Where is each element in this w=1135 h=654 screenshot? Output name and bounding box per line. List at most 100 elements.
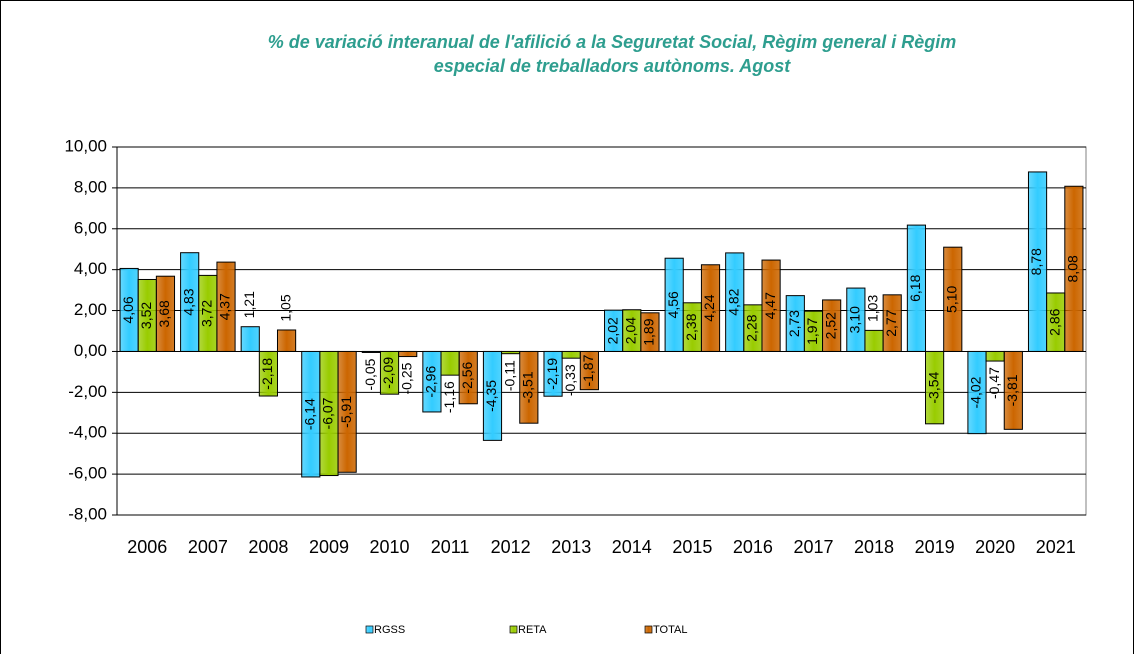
- value-label: 2,86: [1046, 308, 1062, 335]
- x-tick-label: 2015: [672, 537, 712, 557]
- bar: [1027, 171, 1048, 352]
- bar: [700, 264, 721, 352]
- value-label: 4,47: [762, 292, 778, 319]
- x-tick-label: 2012: [491, 537, 531, 557]
- y-tick-label: 2,00: [74, 300, 107, 319]
- legend-label: RETA: [518, 624, 547, 636]
- x-tick-label: 2008: [248, 537, 288, 557]
- bar: [761, 259, 781, 352]
- bar: [925, 350, 945, 425]
- legend-label: RGSS: [374, 624, 405, 636]
- bar: [440, 350, 460, 376]
- y-tick-label: 8,00: [74, 177, 107, 196]
- x-tick-label: 2009: [309, 537, 349, 557]
- value-label: 1,97: [804, 317, 820, 344]
- bar: [361, 350, 381, 353]
- value-label: -2,56: [459, 361, 475, 393]
- value-label: 6,18: [907, 274, 923, 301]
- bar: [640, 312, 660, 352]
- bar: [519, 350, 539, 424]
- bar: [398, 350, 418, 358]
- value-label: 2,77: [883, 309, 899, 336]
- bar: [967, 350, 987, 435]
- value-label: -2,96: [423, 366, 439, 398]
- value-label: -3,51: [520, 371, 536, 403]
- value-label: 3,72: [199, 300, 215, 327]
- x-tick-label: 2006: [127, 537, 167, 557]
- bar: [822, 299, 842, 352]
- value-label: -0,47: [986, 367, 1002, 399]
- chart-title: especial de treballadors autònoms. Agost: [434, 56, 791, 76]
- x-tick-label: 2007: [188, 537, 228, 557]
- y-tick-label: 6,00: [74, 218, 107, 237]
- bar: [846, 287, 866, 352]
- value-label: 3,68: [156, 300, 172, 327]
- value-label: -3,54: [925, 371, 941, 403]
- value-label: 4,56: [665, 291, 681, 318]
- bar: [155, 275, 176, 352]
- x-tick-label: 2018: [854, 537, 894, 557]
- bar: [422, 350, 442, 413]
- bar: [561, 350, 581, 359]
- legend-swatch: [509, 625, 518, 634]
- value-label: 1,89: [641, 318, 657, 345]
- value-label: 3,10: [847, 306, 863, 333]
- value-label: 1,21: [241, 291, 257, 318]
- value-label: -0,05: [362, 358, 378, 390]
- value-label: 1,05: [277, 294, 293, 321]
- bar: [579, 350, 599, 391]
- bar: [1003, 350, 1023, 430]
- value-label: -4,02: [968, 376, 984, 408]
- value-label: -0,11: [501, 360, 517, 391]
- value-label: -2,09: [380, 357, 396, 389]
- value-label: -4,35: [483, 380, 499, 412]
- value-label: 2,73: [786, 310, 802, 337]
- value-label: 4,37: [217, 293, 233, 320]
- bar: [216, 261, 236, 352]
- bar: [501, 350, 521, 355]
- bar: [1064, 185, 1084, 352]
- bar: [906, 224, 927, 352]
- value-label: 2,04: [622, 317, 638, 344]
- value-label: -1,16: [441, 381, 457, 413]
- value-label: -3,81: [1004, 374, 1020, 406]
- value-label: 4,83: [180, 288, 196, 315]
- bar: [482, 350, 503, 441]
- value-label: 8,78: [1028, 248, 1044, 275]
- value-label: 2,28: [744, 314, 760, 341]
- bar: [240, 326, 260, 352]
- bar: [864, 329, 884, 352]
- x-tick-label: 2016: [733, 537, 773, 557]
- x-tick-label: 2011: [431, 537, 470, 557]
- value-label: 2,38: [683, 313, 699, 340]
- y-tick-label: 4,00: [74, 259, 107, 278]
- value-label: -6,07: [320, 397, 336, 429]
- value-label: 8,08: [1065, 255, 1081, 282]
- bar: [458, 350, 478, 405]
- value-label: -2,19: [544, 358, 560, 390]
- x-tick-label: 2017: [793, 537, 833, 557]
- bar: [276, 329, 297, 352]
- y-tick-label: -6,00: [68, 464, 107, 483]
- value-label: 4,06: [120, 296, 136, 323]
- x-tick-label: 2020: [975, 537, 1015, 557]
- y-tick-label: -4,00: [68, 423, 107, 442]
- bar: [379, 350, 400, 395]
- bar: [882, 294, 902, 352]
- bar: [543, 350, 563, 397]
- value-label: 1,03: [865, 295, 881, 322]
- x-tick-label: 2013: [551, 537, 591, 557]
- y-tick-label: 10,00: [64, 136, 107, 155]
- value-label: 4,24: [701, 294, 717, 321]
- value-label: -5,91: [338, 396, 354, 428]
- value-label: 2,52: [822, 312, 838, 339]
- x-tick-label: 2010: [370, 537, 410, 557]
- chart-title: % de variació interanual de l'afilició a…: [268, 32, 957, 52]
- x-tick-label: 2014: [612, 537, 652, 557]
- value-label: -0,33: [562, 364, 578, 396]
- y-tick-label: -8,00: [68, 504, 107, 523]
- x-tick-label: 2021: [1036, 537, 1076, 557]
- bar: [725, 252, 745, 352]
- y-tick-label: -2,00: [68, 382, 107, 401]
